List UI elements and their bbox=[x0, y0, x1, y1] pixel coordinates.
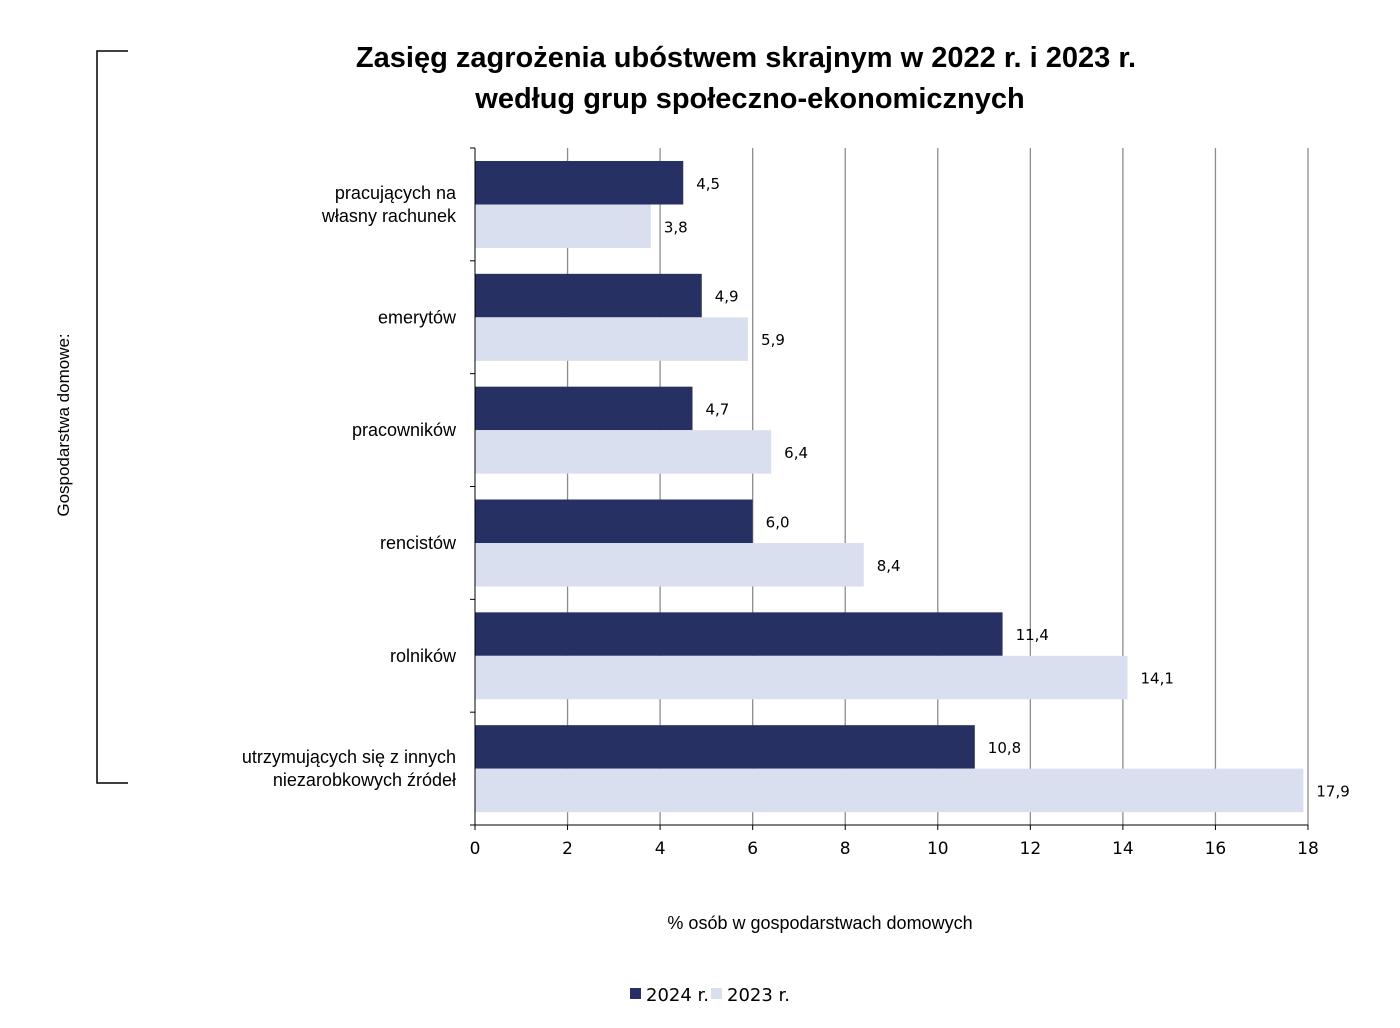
data-label: 6,4 bbox=[784, 444, 808, 462]
x-tick-label: 10 bbox=[927, 839, 949, 859]
bar-2023-3 bbox=[475, 543, 864, 587]
bar-2024-2 bbox=[475, 386, 693, 431]
x-tick-label: 2 bbox=[562, 839, 573, 859]
category-label: własny rachunek bbox=[321, 206, 457, 226]
x-tick-label: 12 bbox=[1020, 839, 1042, 859]
data-label: 3,8 bbox=[664, 218, 688, 236]
data-label: 4,5 bbox=[696, 175, 720, 193]
data-label: 17,9 bbox=[1316, 782, 1349, 800]
x-tick-label: 18 bbox=[1297, 839, 1319, 859]
legend-label-2024: 2024 r. bbox=[646, 985, 709, 1006]
group-label: Gospodarstwa domowe: bbox=[54, 333, 73, 516]
legend-swatch-2023 bbox=[711, 988, 722, 999]
category-label: rolników bbox=[390, 646, 457, 666]
axes bbox=[470, 147, 1309, 830]
category-label: niezarobkowych źródeł bbox=[273, 770, 456, 790]
bars bbox=[475, 161, 1304, 813]
bar-2023-2 bbox=[475, 430, 772, 474]
category-label: emerytów bbox=[378, 307, 457, 327]
chart-title-line-1: Zasięg zagrożenia ubóstwem skrajnym w 20… bbox=[356, 42, 1136, 74]
bar-2023-1 bbox=[475, 317, 749, 361]
group-bracket bbox=[96, 50, 128, 784]
grid bbox=[566, 148, 1309, 825]
x-tick-label: 6 bbox=[747, 839, 758, 859]
labels: 0 2 4 6 8 10 12 14 16 18 4,5 3,8 pracujących na własn… bbox=[242, 175, 1350, 859]
x-tick-label: 8 bbox=[840, 839, 851, 859]
bar-2024-1 bbox=[475, 273, 702, 318]
x-tick-label: 0 bbox=[470, 839, 481, 859]
bar-2024-3 bbox=[475, 499, 753, 543]
chart-title-line-2: według grup społeczno-ekonomicznych bbox=[474, 83, 1024, 115]
x-axis-label: % osób w gospodarstwach domowych bbox=[667, 913, 972, 933]
legend-label-2023: 2023 r. bbox=[727, 985, 790, 1006]
bar-2023-0 bbox=[475, 204, 651, 248]
data-label: 14,1 bbox=[1141, 670, 1174, 688]
data-label: 4,9 bbox=[715, 288, 739, 306]
bar-2023-4 bbox=[475, 655, 1128, 700]
category-label: rencistów bbox=[380, 533, 457, 553]
data-label: 10,8 bbox=[988, 739, 1021, 757]
data-label: 4,7 bbox=[706, 400, 730, 418]
bar-2024-5 bbox=[475, 725, 975, 769]
data-label: 8,4 bbox=[877, 557, 901, 575]
data-label: 11,4 bbox=[1016, 626, 1049, 644]
bar-2024-4 bbox=[475, 612, 1003, 656]
data-label: 5,9 bbox=[761, 331, 785, 349]
legend-swatch-2024 bbox=[630, 988, 641, 999]
x-tick-label: 4 bbox=[655, 839, 666, 859]
data-label: 6,0 bbox=[766, 513, 790, 531]
bar-2023-5 bbox=[475, 768, 1304, 813]
category-label: pracowników bbox=[352, 420, 457, 440]
category-label: utrzymujących się z innych bbox=[242, 747, 456, 767]
x-tick-label: 14 bbox=[1112, 839, 1134, 859]
category-label: pracujących na bbox=[335, 183, 457, 203]
legend: 2024 r. 2023 r. bbox=[630, 985, 790, 1006]
x-tick-label: 16 bbox=[1205, 839, 1227, 859]
bar-2024-0 bbox=[475, 161, 684, 205]
